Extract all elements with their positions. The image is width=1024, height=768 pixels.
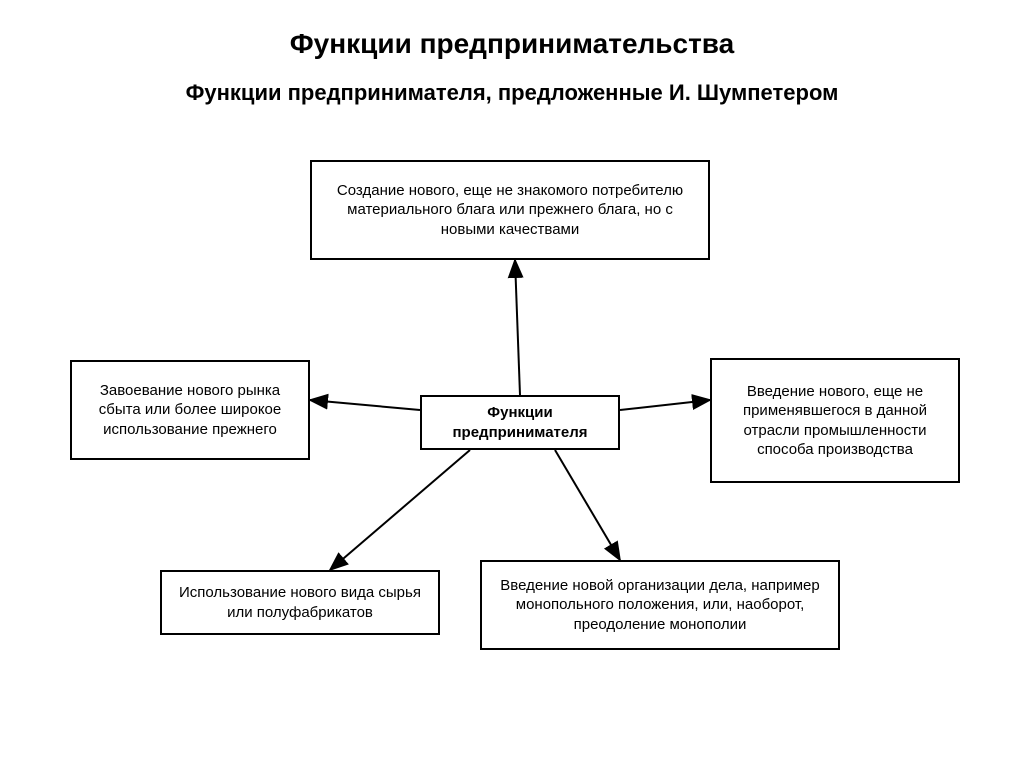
node-left-text: Завоевание нового рынка сбыта или более …: [82, 381, 298, 440]
node-bottom-right: Введение новой организации дела, наприме…: [480, 560, 840, 650]
node-right: Введение нового, еще не применявшегося в…: [710, 358, 960, 483]
page-title: Функции предпринимательства: [0, 28, 1024, 60]
node-left: Завоевание нового рынка сбыта или более …: [70, 360, 310, 460]
page-subtitle: Функции предпринимателя, предложенные И.…: [0, 80, 1024, 106]
title-text: Функции предпринимательства: [290, 28, 734, 59]
diagram-page: Функции предпринимательства Функции пред…: [0, 0, 1024, 768]
node-right-text: Введение нового, еще не применявшегося в…: [722, 382, 948, 460]
node-bottom-right-text: Введение новой организации дела, наприме…: [492, 576, 828, 635]
center-label: Функции предпринимателя: [432, 403, 608, 442]
node-bottom-left-text: Использование нового вида сырья или полу…: [172, 583, 428, 622]
node-top: Создание нового, еще не знакомого потреб…: [310, 160, 710, 260]
node-top-text: Создание нового, еще не знакомого потреб…: [322, 181, 698, 240]
node-bottom-left: Использование нового вида сырья или полу…: [160, 570, 440, 635]
center-node: Функции предпринимателя: [420, 395, 620, 450]
subtitle-text: Функции предпринимателя, предложенные И.…: [186, 80, 839, 105]
